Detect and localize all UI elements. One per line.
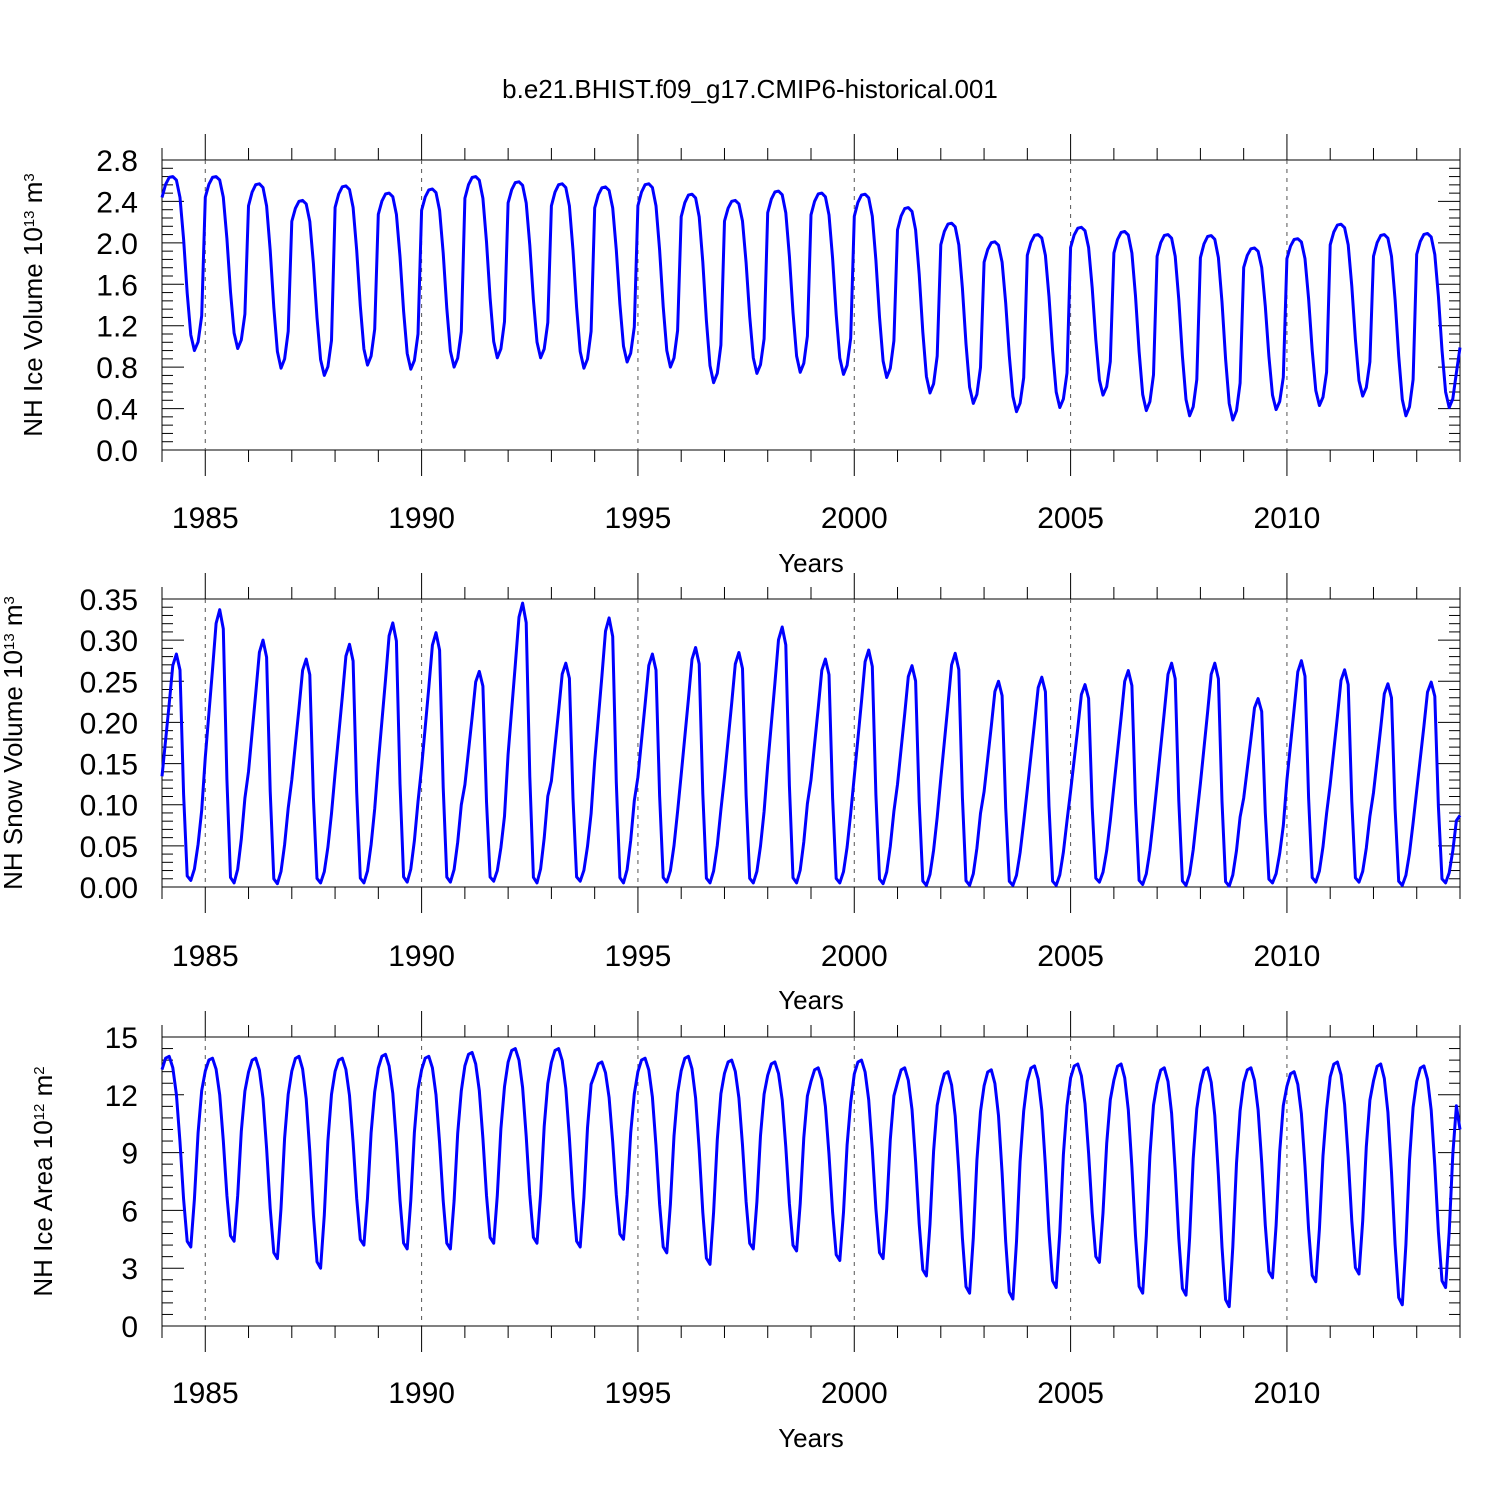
y-axis-label-part: 12 [31,1104,48,1121]
y-tick-label: 0.05 [80,831,138,864]
x-tick-label: 1985 [172,1377,239,1410]
y-tick-label: 1.6 [96,269,138,302]
series-line [160,175,1462,422]
y-tick-label: 2.4 [96,186,138,219]
y-axis-label-part: 2 [31,1066,48,1074]
y-tick-label: 0.10 [80,790,138,823]
y-tick-label: 0.35 [80,584,138,617]
x-tick-label: 2005 [1037,1377,1104,1410]
y-tick-label: 0.25 [80,666,138,699]
y-axis-label: NH Ice Volume 1013 m3 [18,173,48,436]
snow-volume-panel: 1985 1990 1995 2000 2005 2010 0.00 0.05 0.10 0.15… [0,573,1462,1015]
y-axis-label: NH Snow Volume 1013 m3 [0,596,28,890]
y-axis-label-part: 3 [1,596,18,604]
y-axis-label-part: NH Ice Volume 10 [18,227,48,437]
y-axis-label-part: m [28,1075,58,1104]
y-tick-label: 9 [121,1138,138,1171]
x-axis-label: Years [778,1423,844,1453]
x-tick-label: 2010 [1254,940,1321,973]
x-tick-label: 2010 [1254,502,1321,535]
y-axis-label-part: NH Ice Area 10 [28,1120,58,1296]
y-tick-label: 15 [105,1022,138,1055]
y-tick-label: 0.00 [80,872,138,905]
y-axis-label-part: 13 [1,633,18,650]
y-tick-label: 0.0 [96,435,138,468]
x-tick-label: 2010 [1254,1377,1321,1410]
x-axis-label: Years [778,548,844,578]
y-tick-label: 3 [121,1253,138,1286]
x-tick-label: 2005 [1037,502,1104,535]
x-tick-label: 1985 [172,940,239,973]
y-axis-label-part: 3 [21,173,38,181]
x-tick-label: 1990 [388,1377,455,1410]
y-tick-label: 0.20 [80,707,138,740]
x-tick-label: 2000 [821,940,888,973]
y-tick-label: 2.0 [96,228,138,261]
x-tick-label: 2000 [821,1377,888,1410]
y-tick-label: 0.30 [80,625,138,658]
series-line [160,1047,1462,1309]
y-tick-label: 2.8 [96,145,138,178]
series-line [160,601,1462,888]
x-tick-label: 1995 [605,940,672,973]
y-tick-label: 6 [121,1195,138,1228]
x-tick-label: 1990 [388,502,455,535]
y-tick-label: 12 [105,1080,138,1113]
x-tick-label: 1990 [388,940,455,973]
x-axis-label: Years [778,985,844,1015]
y-tick-label: 0 [121,1311,138,1344]
x-tick-label: 1985 [172,502,239,535]
x-tick-label: 2005 [1037,940,1104,973]
y-axis-label-part: m [18,182,48,211]
y-axis-label-part: NH Snow Volume 10 [0,650,28,890]
ice-area-panel: 1985 1990 1995 2000 2005 2010 0 3 6 9 12 15 Years NH … [28,1011,1462,1453]
x-tick-label: 1995 [605,1377,672,1410]
y-tick-label: 0.4 [96,394,138,427]
ice-volume-panel: 1985 1990 1995 2000 2005 2010 0.0 0.4 0.8 1.2 1.6 2… [18,134,1462,578]
y-axis-label-part: m [0,604,28,633]
y-axis-label: NH Ice Area 1012 m2 [28,1066,58,1296]
x-tick-label: 2000 [821,502,888,535]
x-tick-label: 1995 [605,502,672,535]
y-axis-label-part: 13 [21,210,38,227]
y-tick-label: 0.15 [80,749,138,782]
y-tick-label: 1.2 [96,311,138,344]
y-tick-label: 0.8 [96,352,138,385]
chart-title: b.e21.BHIST.f09_g17.CMIP6-historical.001 [502,74,998,104]
